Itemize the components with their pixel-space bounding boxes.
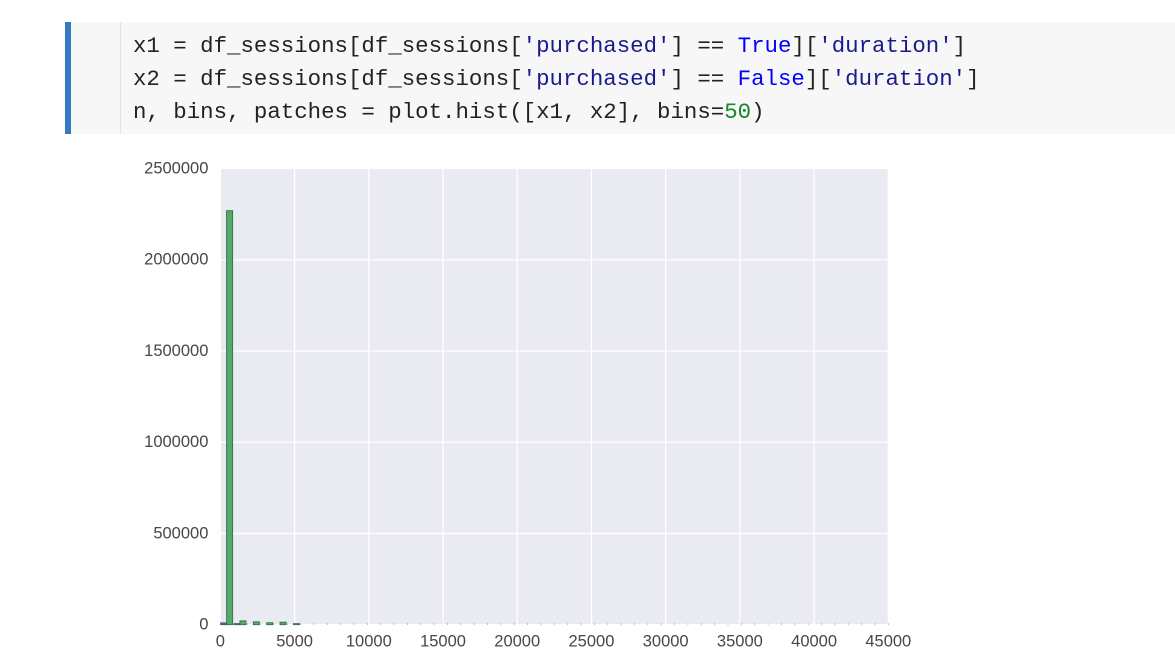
svg-text:500000: 500000 bbox=[153, 524, 208, 542]
svg-text:25000: 25000 bbox=[569, 633, 615, 651]
svg-text:1000000: 1000000 bbox=[144, 433, 208, 451]
svg-text:5000: 5000 bbox=[276, 633, 313, 651]
svg-text:2000000: 2000000 bbox=[144, 251, 208, 269]
svg-text:10000: 10000 bbox=[346, 633, 392, 651]
svg-text:45000: 45000 bbox=[865, 633, 911, 651]
svg-text:20000: 20000 bbox=[494, 633, 540, 651]
svg-text:30000: 30000 bbox=[643, 633, 689, 651]
svg-text:2500000: 2500000 bbox=[144, 160, 208, 178]
svg-text:15000: 15000 bbox=[420, 633, 466, 651]
svg-text:0: 0 bbox=[199, 616, 208, 634]
svg-text:1500000: 1500000 bbox=[144, 342, 208, 360]
svg-text:40000: 40000 bbox=[791, 633, 837, 651]
svg-text:35000: 35000 bbox=[717, 633, 763, 651]
svg-text:0: 0 bbox=[216, 633, 225, 651]
